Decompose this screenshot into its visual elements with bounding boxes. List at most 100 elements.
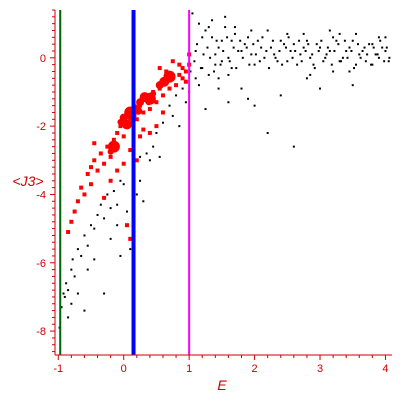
data-point <box>116 224 119 227</box>
y-tick-label: 0 <box>40 53 46 65</box>
data-point <box>184 101 187 104</box>
x-axis-label: E <box>217 377 227 393</box>
data-point <box>160 110 165 115</box>
data-point <box>119 179 122 182</box>
data-point <box>339 60 342 63</box>
data-point <box>83 234 86 237</box>
data-point <box>217 77 220 80</box>
data-point <box>265 49 268 52</box>
data-point <box>204 29 207 32</box>
data-point <box>178 125 181 128</box>
data-point <box>302 32 305 35</box>
data-point <box>353 67 356 70</box>
data-point <box>83 309 86 312</box>
data-point <box>213 70 216 73</box>
data-point <box>80 254 83 257</box>
data-point <box>121 134 126 139</box>
data-point <box>76 248 79 251</box>
data-point <box>154 124 159 129</box>
data-point <box>346 56 349 59</box>
data-point <box>256 39 259 42</box>
data-point <box>124 223 129 228</box>
data-point <box>351 39 354 42</box>
data-point <box>215 39 218 42</box>
data-point <box>335 39 338 42</box>
data-point <box>168 104 171 107</box>
data-point <box>253 104 256 107</box>
data-point <box>355 63 358 66</box>
data-point <box>139 179 142 182</box>
data-point <box>324 56 327 59</box>
data-point <box>279 39 282 42</box>
data-point <box>109 237 112 240</box>
data-point <box>128 148 133 153</box>
data-point <box>220 39 223 42</box>
data-point <box>247 36 250 39</box>
data-point <box>325 53 328 56</box>
data-point <box>227 56 230 59</box>
data-point <box>228 60 231 63</box>
data-point <box>65 282 68 285</box>
data-point <box>183 69 188 74</box>
data-point <box>86 244 89 247</box>
data-point <box>154 100 159 105</box>
data-point <box>292 145 295 148</box>
data-point <box>88 165 93 170</box>
data-point <box>230 67 233 70</box>
data-point <box>174 83 179 88</box>
data-point <box>302 46 305 49</box>
data-point <box>148 159 151 162</box>
data-point <box>180 76 185 81</box>
data-point <box>92 141 97 146</box>
data-point <box>103 292 106 295</box>
data-point <box>155 131 158 134</box>
data-point <box>122 183 125 186</box>
data-point <box>328 49 331 52</box>
data-point <box>107 148 114 155</box>
data-point <box>276 60 279 63</box>
data-point <box>108 178 113 183</box>
data-point <box>240 49 243 52</box>
data-point <box>284 46 287 49</box>
data-point <box>326 46 329 49</box>
data-point <box>292 43 295 46</box>
data-point <box>102 161 107 166</box>
data-point <box>381 46 384 49</box>
data-point <box>338 32 341 35</box>
data-point <box>359 56 362 59</box>
data-point <box>60 306 63 309</box>
data-point <box>296 63 299 66</box>
data-point <box>67 289 70 292</box>
data-point <box>191 12 194 15</box>
data-point <box>85 171 90 176</box>
data-point <box>92 158 97 163</box>
data-point <box>388 56 391 59</box>
data-point <box>224 15 227 18</box>
data-point <box>161 121 164 124</box>
data-point <box>118 124 123 129</box>
data-point <box>371 43 374 46</box>
y-axis-label: <J3> <box>12 173 43 189</box>
data-point <box>224 26 227 29</box>
data-point <box>93 227 96 230</box>
data-point <box>247 97 250 100</box>
y-tick-label: -8 <box>36 326 46 338</box>
data-point <box>141 127 146 132</box>
data-point <box>105 144 110 149</box>
data-point <box>108 154 113 159</box>
data-point <box>239 39 242 42</box>
data-point <box>207 26 210 29</box>
data-point <box>311 53 314 56</box>
data-point <box>160 93 165 98</box>
data-point <box>230 39 233 42</box>
x-tick-label: 1 <box>186 363 192 375</box>
data-point <box>72 209 77 214</box>
data-point <box>134 158 139 163</box>
data-point <box>227 101 230 104</box>
data-point <box>317 49 320 52</box>
data-point <box>86 268 89 271</box>
data-point <box>294 49 297 52</box>
data-point <box>379 39 382 42</box>
data-point <box>142 200 145 203</box>
